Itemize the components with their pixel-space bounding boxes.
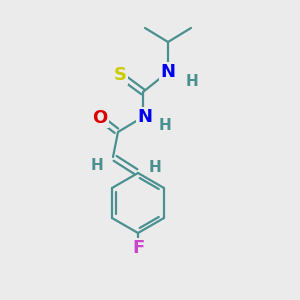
Text: H: H (159, 118, 171, 133)
Text: S: S (113, 66, 127, 84)
Text: F: F (132, 239, 144, 257)
Text: H: H (186, 74, 198, 89)
Text: N: N (160, 63, 175, 81)
Text: O: O (92, 109, 108, 127)
Text: H: H (148, 160, 161, 175)
Text: N: N (137, 108, 152, 126)
Text: H: H (91, 158, 103, 172)
